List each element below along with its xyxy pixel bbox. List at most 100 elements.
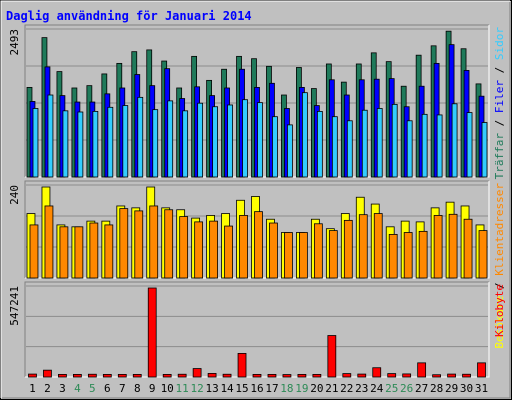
bar-sidor-day-7 [122,105,129,178]
bar-kilobyte-day-10 [162,373,172,378]
bar-sidor-day-4 [77,111,84,178]
bar-klientadresser-day-26 [403,232,413,279]
bar-sidor-day-31 [481,122,488,178]
bar-klientadresser-day-15 [239,215,248,279]
x-tick-label-day-22: 22 [340,382,353,395]
legend-label-sidor: Sidor [493,27,506,60]
bar-sidor-day-17 [272,116,278,178]
x-tick-label-day-1: 1 [29,382,36,395]
bar-klientadresser-day-19 [299,232,308,279]
bar-klientadresser-day-10 [164,209,174,279]
x-tick-label-day-3: 3 [59,382,66,395]
bar-klientadresser-day-4 [74,226,84,279]
bar-klientadresser-day-11 [179,216,189,279]
bar-kilobyte-day-21 [327,335,337,378]
legend-separator: / [493,276,506,296]
bar-klientadresser-day-23 [358,214,368,279]
panel-middle-y-tick-label: 240 [8,185,21,205]
bar-klientadresser-day-13 [209,220,218,279]
x-tick-label-day-27: 27 [415,382,428,395]
bar-kilobyte-day-19 [297,373,307,378]
panel-top-y-tick-label: 2493 [8,29,21,56]
bar-sidor-day-26 [406,120,413,178]
x-tick-label-day-4: 4 [74,382,81,395]
bar-kilobyte-day-27 [417,362,427,378]
bar-sidor-day-10 [167,100,174,178]
bar-kilobyte-day-9 [147,287,157,378]
x-tick-label-day-16: 16 [250,382,263,395]
bar-klientadresser-day-2 [44,205,54,279]
x-tick-label-day-23: 23 [355,382,368,395]
bar-sidor-day-16 [257,102,263,178]
bar-sidor-day-21 [331,116,338,178]
bar-kilobyte-day-2 [43,369,52,378]
bar-sidor-day-9 [152,109,159,178]
bar-kilobyte-day-13 [207,373,217,378]
bar-klientadresser-day-1 [29,224,39,279]
bar-sidor-day-2 [47,94,54,178]
x-tick-label-day-28: 28 [430,382,443,395]
bar-klientadresser-day-27 [418,230,428,279]
bar-sidor-day-22 [346,120,353,178]
bar-sidor-day-3 [62,110,69,178]
legend-separator: / [493,60,506,80]
x-tick-label-day-14: 14 [220,382,234,395]
bar-kilobyte-day-5 [87,373,97,378]
bar-sidor-day-18 [287,124,293,178]
bar-klientadresser-day-18 [284,232,293,279]
panel-bottom-legend: Kilobyte [493,284,506,337]
x-tick-label-day-24: 24 [370,382,384,395]
legend-label-kilobyte: Kilobyte [493,284,506,337]
bar-klientadresser-day-14 [224,225,233,279]
bar-klientadresser-day-7 [119,208,129,279]
bar-klientadresser-day-25 [388,233,398,279]
x-tick-label-day-13: 13 [205,382,218,395]
bar-klientadresser-day-17 [269,222,278,279]
bar-sidor-day-19 [302,92,308,178]
bar-klientadresser-day-16 [254,211,263,279]
x-tick-label-day-31: 31 [475,382,488,395]
bar-sidor-day-28 [436,114,443,178]
bar-klientadresser-day-31 [478,230,488,279]
bar-kilobyte-day-22 [342,373,352,378]
bar-kilobyte-day-28 [432,374,441,378]
panel-top [24,24,490,178]
panel-middle-legend-text: Besökare / Klientadresser [493,183,506,349]
x-tick-label-day-10: 10 [161,382,174,395]
x-tick-label-day-5: 5 [89,382,96,395]
bar-sidor-day-12 [197,102,204,178]
panel-middle-bevel-dark [24,180,489,278]
panel-bottom-legend-text: Kilobyte [493,284,506,337]
bar-kilobyte-day-6 [102,373,112,378]
panel-bottom-area [25,282,489,377]
bar-klientadresser-day-30 [463,218,473,279]
bar-kilobyte-day-23 [357,373,367,378]
bar-klientadresser-day-20 [313,223,323,279]
bar-kilobyte-day-8 [132,373,142,378]
chart-title: Daglig användning för Januari 2014 [6,9,252,23]
bar-klientadresser-day-8 [134,210,144,279]
bar-klientadresser-day-22 [343,219,353,279]
bar-klientadresser-day-21 [328,230,338,279]
x-tick-label-day-2: 2 [44,382,51,395]
panel-middle [24,180,490,279]
panel-top-legend: Träffar / Filer / Sidor [493,27,506,180]
panel-top-legend-text: Träffar / Filer / Sidor [493,27,506,180]
bar-kilobyte-day-18 [282,374,292,378]
bar-kilobyte-day-25 [387,373,397,378]
bar-klientadresser-day-24 [373,213,383,279]
legend-label-träffar: Träffar [493,133,506,180]
x-tick-label-day-7: 7 [119,382,126,395]
bar-kilobyte-day-12 [192,368,202,378]
panel-middle-legend: Besökare / Klientadresser [493,183,506,349]
x-tick-label-day-21: 21 [325,382,338,395]
legend-label-besökare: Besökare [493,296,506,349]
x-tick-label-day-29: 29 [445,382,458,395]
x-tick-label-day-11: 11 [176,382,189,395]
panel-bottom-bevel-dark [24,281,489,377]
panel-bottom-y-tick-label: 547241 [8,286,21,326]
x-tick-label-day-26: 26 [400,382,413,395]
x-tick-label-day-18: 18 [280,382,293,395]
bar-sidor-day-5 [92,111,99,178]
bar-kilobyte-day-26 [402,373,412,378]
